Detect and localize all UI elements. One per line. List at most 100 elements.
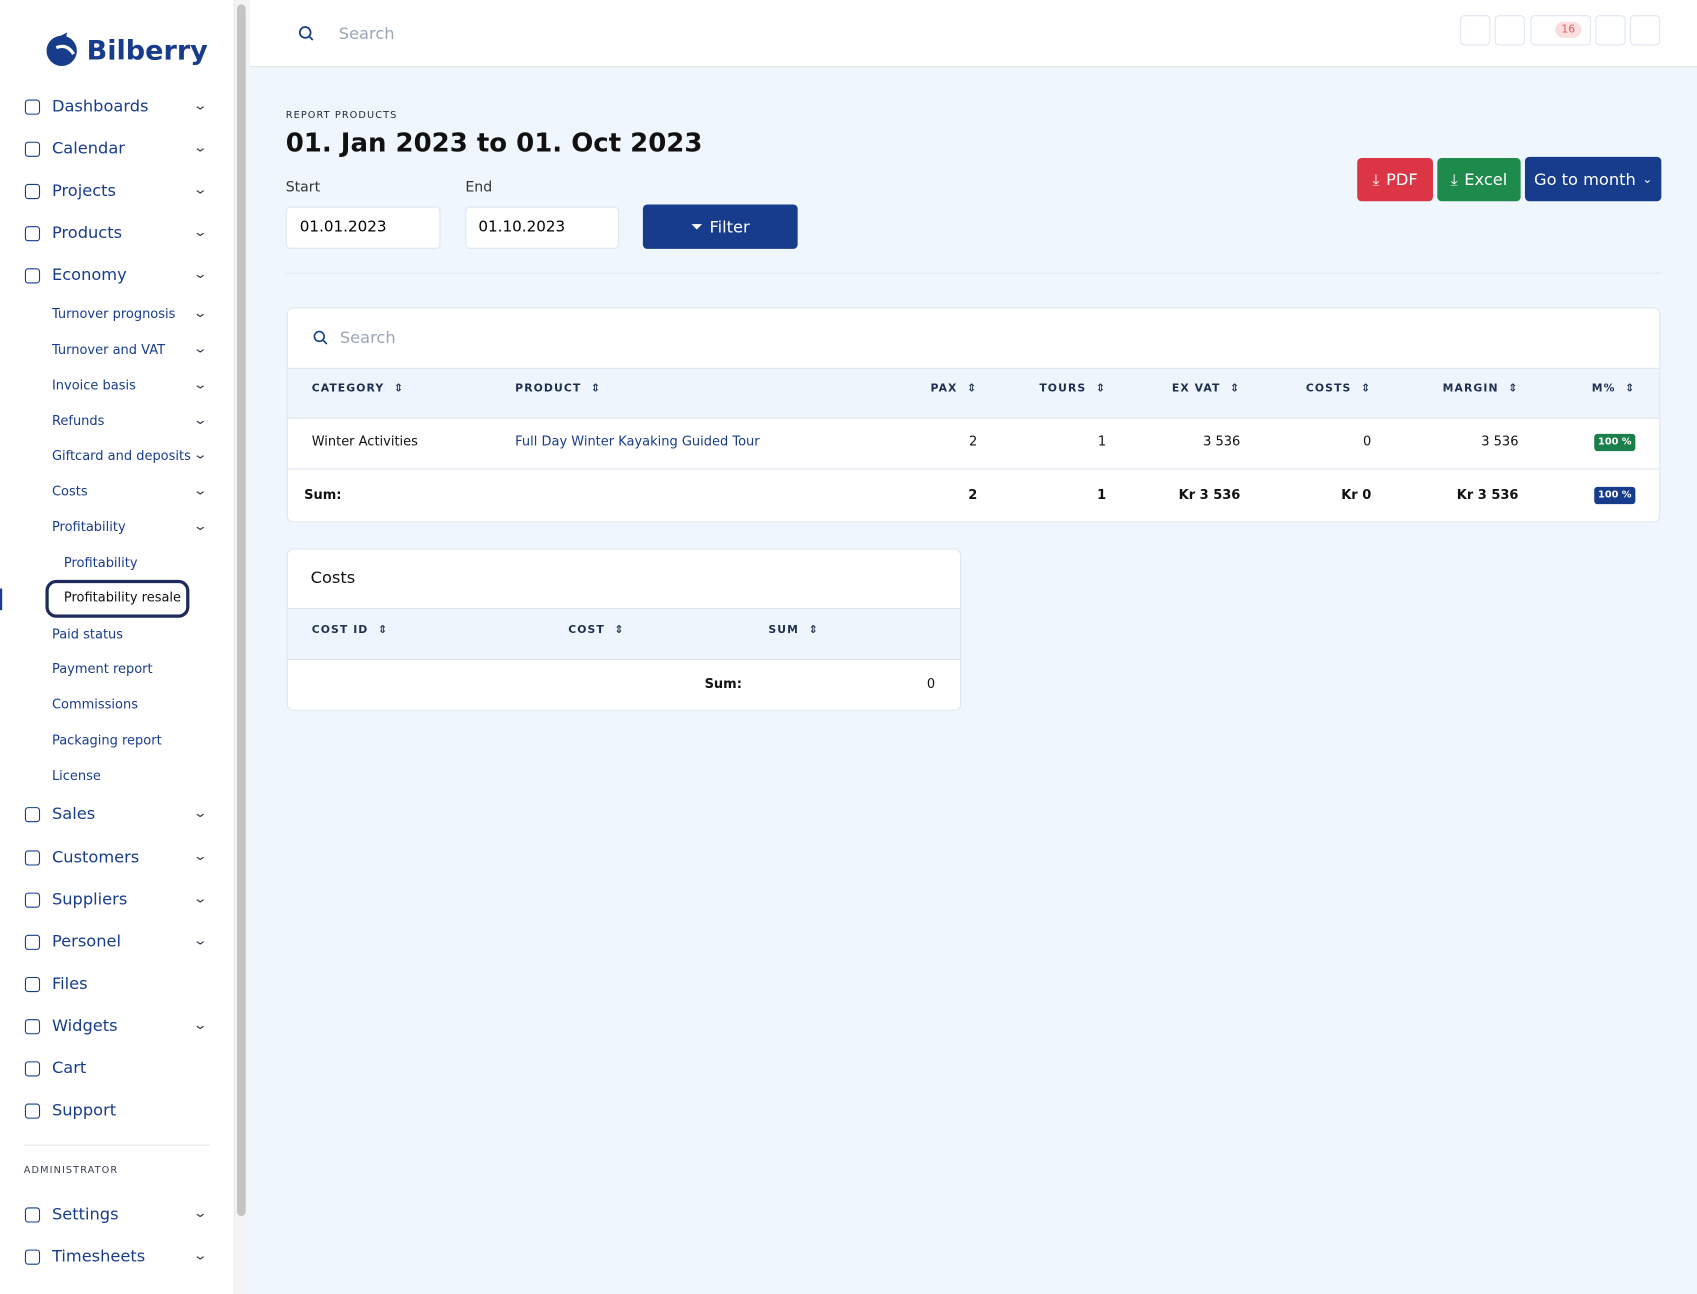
brand: Bilberry [86, 34, 208, 66]
chevron: ⌄ [192, 181, 208, 197]
nav-item[interactable]: Cart [51, 1058, 87, 1078]
nav-subitem[interactable]: Giftcard and deposits [51, 447, 191, 464]
nav-item[interactable]: Timesheets [51, 1246, 146, 1266]
chevron: ⌄ [192, 1016, 208, 1033]
pdf-button[interactable]: ⤓ PDF [1357, 157, 1433, 202]
nav-icon [24, 226, 41, 242]
nav-item[interactable]: Support [51, 1100, 117, 1120]
nav-icon [24, 1019, 41, 1035]
costs-sum-value: 0 [926, 676, 936, 692]
mail-button[interactable] [1629, 15, 1661, 46]
notifications-button[interactable] [1494, 15, 1525, 46]
nav-item[interactable]: Suppliers [51, 889, 128, 909]
nav-subitem[interactable]: Profitability [51, 519, 126, 535]
column-header: COST ⇕ [568, 624, 625, 637]
badge: 16 [1555, 21, 1582, 38]
nav-subitem[interactable]: Packaging report [51, 732, 162, 748]
nav-icon [24, 807, 41, 823]
nav-icon [24, 1249, 41, 1265]
costs-title: Costs [310, 567, 356, 588]
nav-subitem[interactable]: Turnover and VAT [51, 341, 166, 358]
chevron: ⌄ [192, 305, 208, 321]
chevron: ⌄ [192, 412, 208, 428]
nav-icon [24, 141, 41, 157]
nav-item[interactable]: Projects [51, 180, 116, 201]
nav-item[interactable]: Settings [51, 1204, 119, 1224]
table-cell: 3 536 [1203, 433, 1241, 449]
sum-cell: 2 [968, 486, 978, 503]
scroll-thumb [237, 4, 246, 1217]
column-header: PRODUCT ⇕ [515, 382, 602, 395]
sum-cell: Kr 3 536 [1178, 486, 1241, 503]
divider [285, 272, 1662, 274]
nav-item[interactable]: Personel [51, 931, 122, 951]
nav-subitem[interactable]: Costs [51, 483, 88, 499]
nav-icon [24, 850, 41, 866]
search-placeholder[interactable]: Search [338, 23, 395, 44]
admin-heading: ADMINISTRATOR [23, 1165, 119, 1177]
nav-icon [24, 99, 41, 115]
nav-item[interactable]: Dashboards [51, 96, 149, 116]
nav-item[interactable]: Sales [51, 803, 96, 824]
nav-item[interactable]: Calendar [51, 138, 125, 158]
nav-subitem[interactable]: License [51, 768, 101, 784]
nav-subitem[interactable]: Profitability resale [63, 589, 182, 605]
table-cell: Full Day Winter Kayaking Guided Tour [515, 433, 760, 449]
nav-subitem[interactable]: Payment report [51, 661, 153, 677]
table-cell: 1 [1097, 433, 1107, 449]
filter-label: Filter [709, 216, 750, 237]
nav-icon [24, 934, 41, 950]
favorites-button[interactable] [1460, 15, 1491, 46]
column-header: CATEGORY ⇕ [311, 382, 405, 395]
nav-icon [24, 1103, 41, 1119]
costs-header [287, 608, 961, 660]
goto-label: Go to month [1533, 169, 1636, 189]
chevron: ⌄ [192, 848, 208, 864]
chevron: ⌄ [192, 804, 208, 821]
column-header: COSTS ⇕ [1305, 382, 1372, 395]
sum-cell: 1 [1097, 486, 1107, 503]
column-header: EX VAT ⇕ [1171, 382, 1241, 395]
end-input[interactable]: 01.10.2023 [465, 206, 620, 249]
column-header: COST ID ⇕ [311, 624, 389, 637]
percent-badge: 100 % [1594, 433, 1636, 452]
table-cell: 0 [1363, 433, 1372, 449]
table-cell: 3 536 [1481, 433, 1519, 449]
nav-subitem[interactable]: Invoice basis [51, 377, 136, 393]
table-cell: 2 [969, 433, 978, 449]
column-header: M% ⇕ [1591, 382, 1636, 395]
nav-item[interactable]: Files [51, 973, 88, 994]
chevron: ⌄ [192, 890, 208, 906]
sidebar-divider [23, 1144, 210, 1146]
topbar [250, 0, 1697, 68]
nav-subitem[interactable]: Commissions [51, 696, 138, 712]
filter-button[interactable]: ⏷ Filter [642, 204, 798, 249]
nav-subitem[interactable]: Profitability [63, 555, 138, 571]
nav-item[interactable]: Products [51, 222, 123, 243]
chevron: ⌄ [192, 376, 208, 392]
nav-icon [24, 892, 41, 908]
column-header: TOURS ⇕ [1039, 382, 1107, 395]
chevron: ⌄ [192, 340, 208, 356]
nav-subitem[interactable]: Turnover prognosis [51, 306, 176, 322]
table-search[interactable]: Search [339, 327, 396, 348]
chevron: ⌄ [192, 97, 208, 113]
nav-item[interactable]: Economy [51, 265, 127, 285]
column-header: PAX ⇕ [930, 382, 978, 395]
percent-badge: 100 % [1594, 486, 1636, 505]
start-input[interactable]: 01.01.2023 [285, 206, 441, 249]
nav-item[interactable]: Customers [51, 847, 140, 867]
chevron: ⌄ [192, 482, 208, 498]
nav-subitem[interactable]: Paid status [51, 626, 124, 642]
logo [46, 32, 77, 66]
nav-icon [24, 268, 41, 284]
chevron: ⌄ [192, 932, 208, 948]
goto-button[interactable]: Go to month ⌄ [1524, 156, 1662, 202]
end-label: End [465, 179, 493, 196]
inbox-button[interactable] [1595, 15, 1626, 46]
nav-item[interactable]: Widgets [51, 1015, 118, 1036]
excel-button[interactable]: ⤓ Excel [1437, 157, 1521, 202]
nav-subitem[interactable]: Refunds [51, 413, 105, 429]
